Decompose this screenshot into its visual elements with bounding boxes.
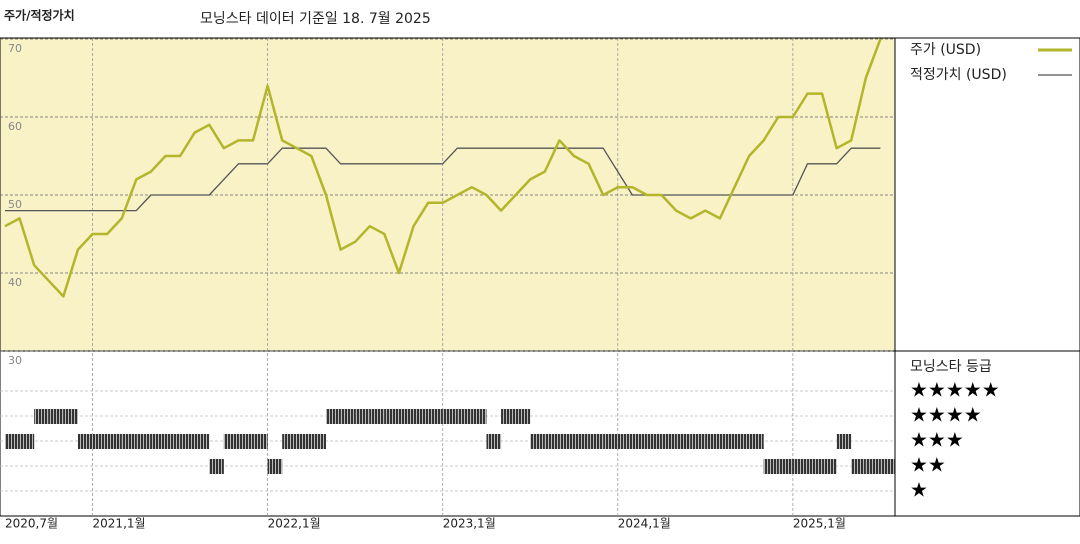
rating-bar <box>34 409 49 424</box>
rating-bar <box>719 434 735 449</box>
rating-bar <box>267 459 283 474</box>
frame <box>0 37 1080 517</box>
rating-bar <box>559 434 575 449</box>
rating-bar <box>690 434 706 449</box>
rating-bar <box>515 409 531 424</box>
rating-bar <box>778 459 793 474</box>
x-tick-label: 2020,7월 <box>5 517 58 531</box>
rating-bar <box>530 434 545 449</box>
rating-bar <box>632 434 647 449</box>
chart-title: 주가/적정가치 <box>4 8 75 23</box>
chart-subtitle: 모닝스타 데이터 기준일 18. 7월 2025 <box>200 11 431 27</box>
rating-bar <box>340 409 356 424</box>
rating-bar <box>5 434 20 449</box>
rating-bar <box>661 434 677 449</box>
rating-bar <box>194 434 210 449</box>
rating-bar <box>282 434 297 449</box>
x-tick-label: 2025,1월 <box>793 517 846 531</box>
rating-bar <box>253 434 268 449</box>
rating-bar <box>603 434 618 449</box>
rating-bar <box>107 434 122 449</box>
rating-bar <box>617 434 633 449</box>
series-line <box>5 147 881 212</box>
rating-bar <box>428 409 443 424</box>
legend-label: 주가 (USD) <box>910 42 981 58</box>
rating-bar <box>209 459 224 474</box>
rating-bar <box>865 459 881 474</box>
rating-bar <box>238 434 254 449</box>
x-tick-label: 2024,1월 <box>618 517 671 531</box>
rating-bar <box>763 459 779 474</box>
rating-bar <box>544 434 560 449</box>
rating-bar <box>223 434 239 449</box>
rating-bar <box>92 434 108 449</box>
rating-bar <box>150 434 166 449</box>
y-tick-label: 40 <box>8 276 22 289</box>
rating-label: ★★★★★ <box>910 378 1000 402</box>
rating-bar <box>48 409 64 424</box>
rating-bar <box>822 459 837 474</box>
rating-bar <box>369 409 385 424</box>
y-tick-label: 70 <box>8 42 22 55</box>
y-tick-label: 60 <box>8 120 22 133</box>
rating-bar <box>19 434 35 449</box>
legend-label: 적정가치 (USD) <box>910 67 1007 83</box>
rating-bar <box>77 434 93 449</box>
rating-bar <box>121 434 137 449</box>
rating-bar <box>398 409 414 424</box>
rating-bar <box>63 409 78 424</box>
rating-label: ★ <box>910 478 928 502</box>
x-tick-label: 2022,1월 <box>268 517 321 531</box>
rating-bar <box>325 409 341 424</box>
rating-bar <box>792 459 808 474</box>
rating-label: ★★★★ <box>910 403 982 427</box>
x-tick-label: 2023,1월 <box>443 517 496 531</box>
rating-bar <box>880 459 895 474</box>
rating-bar <box>180 434 195 449</box>
rating-bar <box>442 409 458 424</box>
rating-bar <box>588 434 604 449</box>
series-line <box>4 38 882 298</box>
rating-bar <box>457 409 472 424</box>
rating-bar <box>501 409 516 424</box>
rating-bar <box>574 434 589 449</box>
rating-bar <box>165 434 181 449</box>
y-tick-label: 50 <box>8 198 22 211</box>
rating-bar <box>471 409 487 424</box>
rating-label: ★★★ <box>910 428 964 452</box>
rating-bar <box>136 434 151 449</box>
rating-bar <box>676 434 691 449</box>
rating-label: ★★ <box>910 453 946 477</box>
rating-bar <box>355 409 370 424</box>
rating-bar <box>296 434 312 449</box>
rating-bar <box>311 434 326 449</box>
rating-title: 모닝스타 등급 <box>910 359 992 375</box>
rating-bar <box>486 434 502 449</box>
rating-bar <box>384 409 399 424</box>
rating-bar <box>807 459 823 474</box>
rating-bar <box>749 434 764 449</box>
y-tick-label: 30 <box>8 354 22 367</box>
rating-bar <box>413 409 429 424</box>
rating-bar <box>646 434 662 449</box>
rating-bar <box>851 459 866 474</box>
rating-bar <box>734 434 750 449</box>
rating-bar <box>836 434 852 449</box>
x-tick-label: 2021,1월 <box>93 517 146 531</box>
rating-bar <box>705 434 720 449</box>
